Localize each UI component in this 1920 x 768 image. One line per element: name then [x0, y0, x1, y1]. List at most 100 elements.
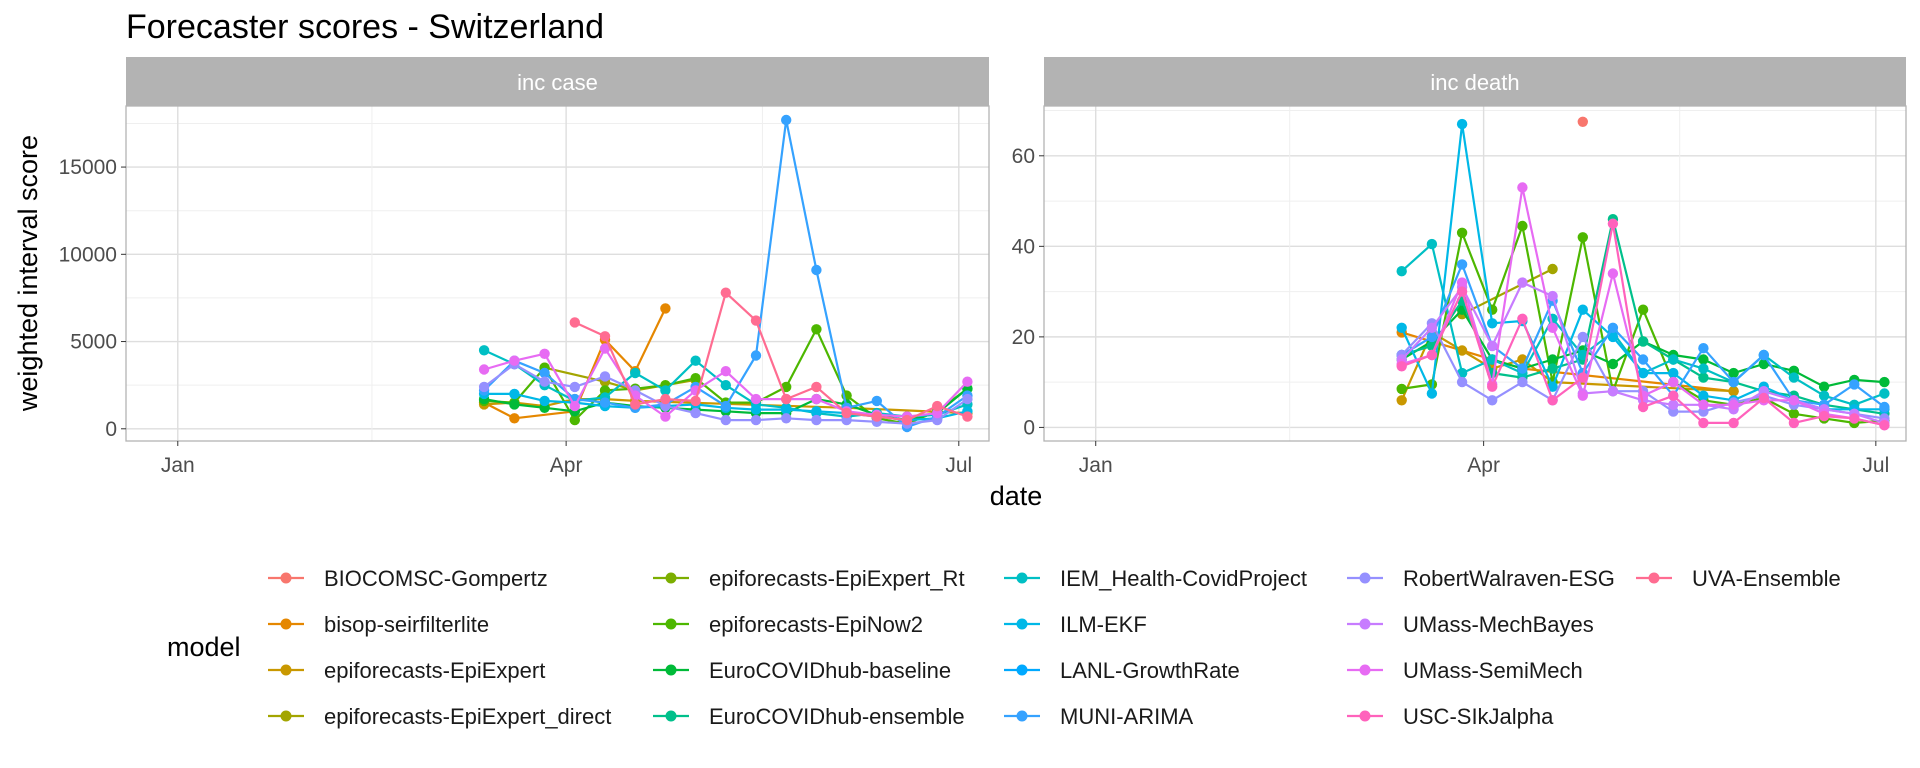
panel-strip-inc-case: [126, 57, 989, 106]
data-point: [478, 345, 490, 356]
data-point: [1607, 268, 1619, 279]
data-point: [509, 413, 520, 424]
legend-item: epiforecasts-EpiExpert_Rt: [653, 566, 965, 591]
data-point: [1728, 386, 1739, 397]
data-point: [1577, 372, 1589, 383]
series-UVA-Ensemble: [569, 287, 973, 426]
series-BIOCOMSC-Gompertz: [1577, 116, 1589, 128]
data-point: [1879, 376, 1890, 388]
data-point: [962, 376, 973, 387]
data-point: [1547, 290, 1558, 302]
y-axis-ticks: 0 5000 10000 15000: [59, 156, 126, 441]
data-point: [871, 395, 882, 407]
y-tick-label: 15000: [59, 156, 117, 179]
y-tick-label: 5000: [70, 331, 117, 354]
legend-item: ILM-EKF: [1004, 612, 1147, 637]
data-point: [509, 355, 520, 366]
data-point: [539, 376, 550, 387]
data-point: [1547, 395, 1558, 406]
data-point: [1547, 354, 1558, 365]
data-point: [539, 367, 550, 379]
data-point: [781, 413, 792, 424]
data-point: [1698, 354, 1709, 365]
data-point: [1818, 390, 1830, 401]
data-point: [1698, 390, 1709, 401]
legend-item: LANL-GrowthRate: [1004, 658, 1240, 683]
data-point: [811, 264, 822, 276]
data-point: [1849, 413, 1860, 424]
legend-key-point: [665, 710, 677, 722]
legend-label: MUNI-ARIMA: [1060, 704, 1194, 729]
panel-inc-death: inc death 0 20 40 60 Jan Apr Jul: [1012, 57, 1907, 477]
data-point: [750, 315, 762, 326]
data-point: [811, 381, 822, 393]
legend-item: RobertWalraven-ESG: [1347, 566, 1615, 591]
legend-key-point: [1359, 572, 1371, 584]
panel-strip-label: inc case: [517, 70, 598, 95]
data-point: [1517, 363, 1528, 374]
data-point: [962, 393, 973, 405]
data-point: [720, 414, 731, 426]
series-layer: [1396, 116, 1890, 431]
legend-key-point: [1016, 618, 1028, 630]
legend-key-point: [665, 618, 677, 630]
legend-label: EuroCOVIDhub-baseline: [709, 658, 951, 683]
legend-key-point: [280, 664, 292, 676]
y-axis-title: weighted interval score: [13, 135, 43, 412]
legend-item: EuroCOVIDhub-ensemble: [653, 704, 965, 729]
legend-label: LANL-GrowthRate: [1060, 658, 1240, 683]
data-point: [1426, 349, 1438, 361]
legend-item: IEM_Health-CovidProject: [1004, 566, 1307, 591]
legend-label: IEM_Health-CovidProject: [1060, 566, 1307, 591]
data-point: [1637, 304, 1649, 315]
data-point: [1818, 410, 1830, 422]
legend-key-point: [280, 710, 292, 722]
y-tick-label: 0: [1023, 416, 1035, 439]
legend-label: USC-SIkJalpha: [1403, 704, 1554, 729]
data-point: [660, 385, 671, 396]
data-point: [569, 400, 580, 412]
legend-label: epiforecasts-EpiExpert: [324, 658, 545, 683]
data-point: [1668, 354, 1679, 365]
x-axis-ticks: Jan Apr Jul: [1079, 441, 1889, 477]
data-point: [569, 381, 580, 393]
data-point: [1698, 399, 1709, 410]
x-axis-ticks: Jan Apr Jul: [161, 441, 972, 477]
legend-label: epiforecasts-EpiExpert_direct: [324, 704, 611, 729]
data-point: [1607, 386, 1619, 397]
legend-label: UMass-MechBayes: [1403, 612, 1594, 637]
legend-label: epiforecasts-EpiNow2: [709, 612, 923, 637]
legend-label: UMass-SemiMech: [1403, 658, 1583, 683]
data-point: [1698, 372, 1709, 383]
legend-key-point: [1016, 710, 1028, 722]
data-point: [1517, 376, 1528, 388]
data-point: [1547, 381, 1558, 392]
panel-strip-inc-death: [1044, 57, 1906, 106]
grid-lines: [1044, 106, 1906, 441]
x-tick-label: Apr: [1467, 454, 1500, 477]
data-point: [1456, 277, 1468, 288]
data-point: [630, 399, 641, 410]
legend: BIOCOMSC-Gompertz bisop-seirfilterlite epi…: [268, 566, 1841, 729]
data-point: [1788, 417, 1800, 429]
data-point: [811, 406, 822, 417]
y-axis-ticks: 0 20 40 60: [1012, 145, 1044, 439]
x-tick-label: Jan: [161, 454, 195, 477]
data-point: [1698, 417, 1709, 429]
data-point: [1396, 361, 1407, 372]
legend-item: epiforecasts-EpiExpert_direct: [268, 704, 611, 729]
y-tick-label: 10000: [59, 243, 117, 266]
data-point: [660, 303, 671, 314]
data-point: [1456, 227, 1468, 238]
panel-border: [125, 105, 990, 442]
data-point: [1607, 322, 1619, 333]
data-point: [1818, 381, 1830, 392]
legend-key-point: [665, 572, 677, 584]
data-point: [1698, 363, 1709, 374]
data-point: [478, 364, 490, 375]
legend-key-point: [1359, 710, 1371, 722]
data-point: [1517, 277, 1528, 288]
data-point: [690, 373, 701, 384]
data-point: [690, 407, 701, 419]
legend-key-point: [280, 572, 292, 584]
